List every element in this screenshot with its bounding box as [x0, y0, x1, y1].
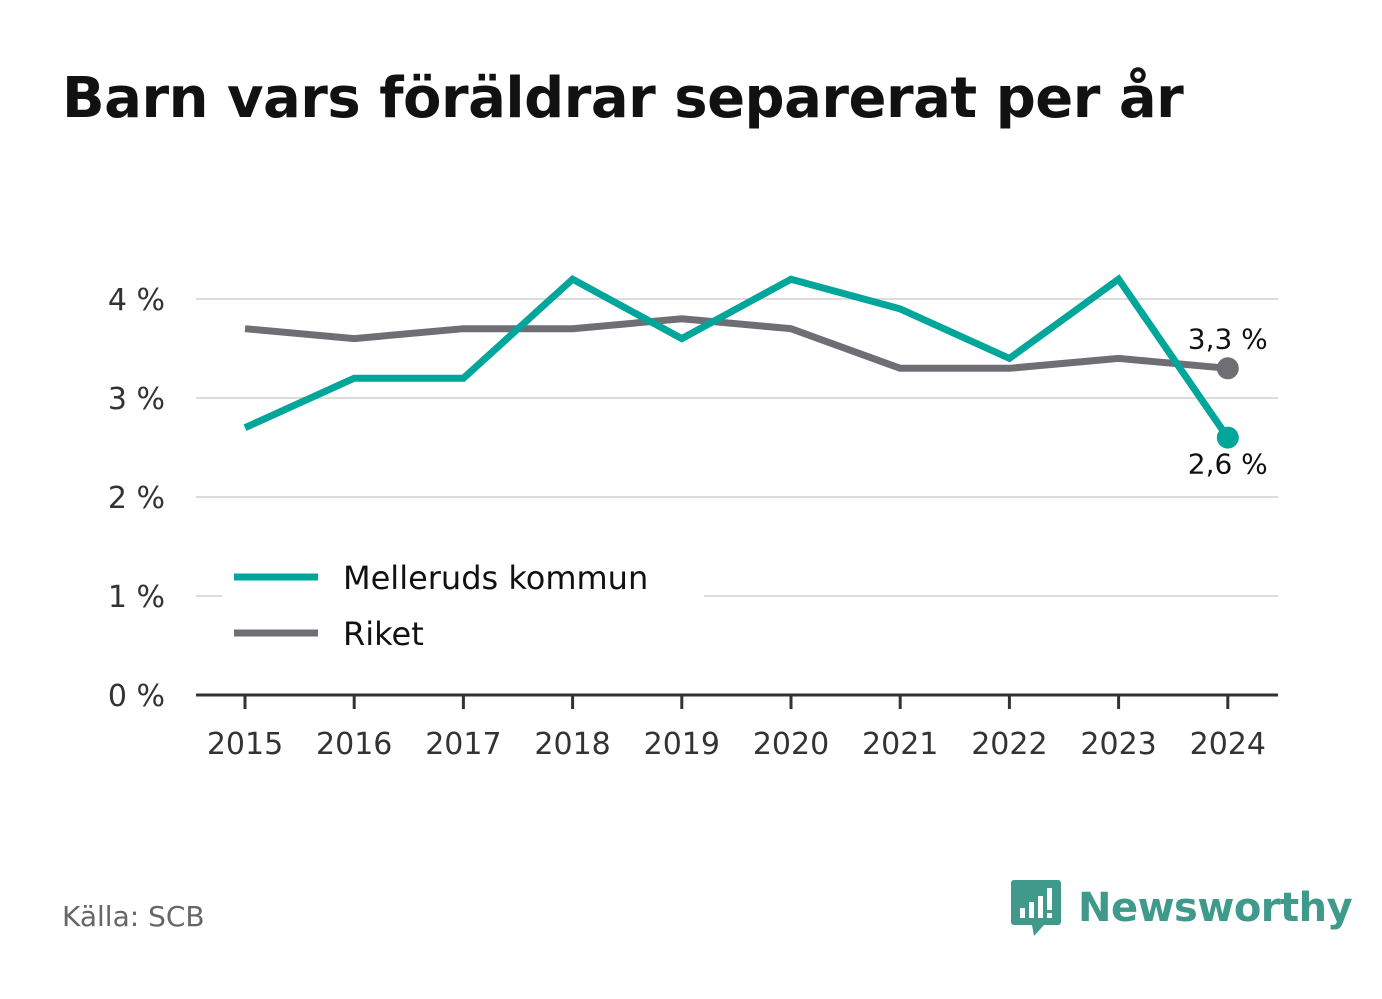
end-point-melleruds [1217, 427, 1239, 449]
x-tick-label: 2017 [425, 727, 501, 762]
y-tick-label: 4 % [108, 283, 165, 318]
x-tick-label: 2021 [862, 727, 938, 762]
x-tick-label: 2023 [1080, 727, 1156, 762]
x-tick-label: 2016 [316, 727, 392, 762]
end-label-riket: 3,3 % [1188, 322, 1268, 355]
newsworthy-logo-icon [1010, 878, 1062, 938]
legend-label-melleruds: Melleruds kommun [343, 559, 648, 597]
y-tick-label: 0 % [108, 679, 165, 714]
x-axis: 2015 2016 2017 2018 2019 2020 2021 2022 2023 2024 [196, 695, 1278, 762]
end-point-riket [1217, 357, 1239, 379]
x-tick-label: 2022 [971, 727, 1047, 762]
y-tick-label: 3 % [108, 382, 165, 417]
series-lines [245, 279, 1228, 437]
source-note: Källa: SCB [62, 900, 205, 933]
y-axis-ticks: 0 % 1 % 2 % 3 % 4 % [108, 283, 165, 714]
legend: Melleruds kommun Riket [222, 552, 704, 664]
x-tick-label: 2024 [1190, 727, 1266, 762]
line-chart: 0 % 1 % 2 % 3 % 4 % 2015 2016 2017 2018 2019 2020… [0, 0, 1382, 999]
y-tick-label: 1 % [108, 580, 165, 615]
x-tick-label: 2019 [644, 727, 720, 762]
x-tick-label: 2018 [534, 727, 610, 762]
legend-label-riket: Riket [343, 615, 424, 653]
x-tick-label: 2020 [753, 727, 829, 762]
y-tick-label: 2 % [108, 481, 165, 516]
series-line-riket [245, 319, 1228, 369]
gridlines [196, 299, 1278, 596]
brand-name: Newsworthy [1078, 885, 1352, 931]
brand-logo: Newsworthy [1010, 878, 1352, 938]
end-label-melleruds: 2,6 % [1188, 448, 1268, 481]
x-tick-label: 2015 [207, 727, 283, 762]
